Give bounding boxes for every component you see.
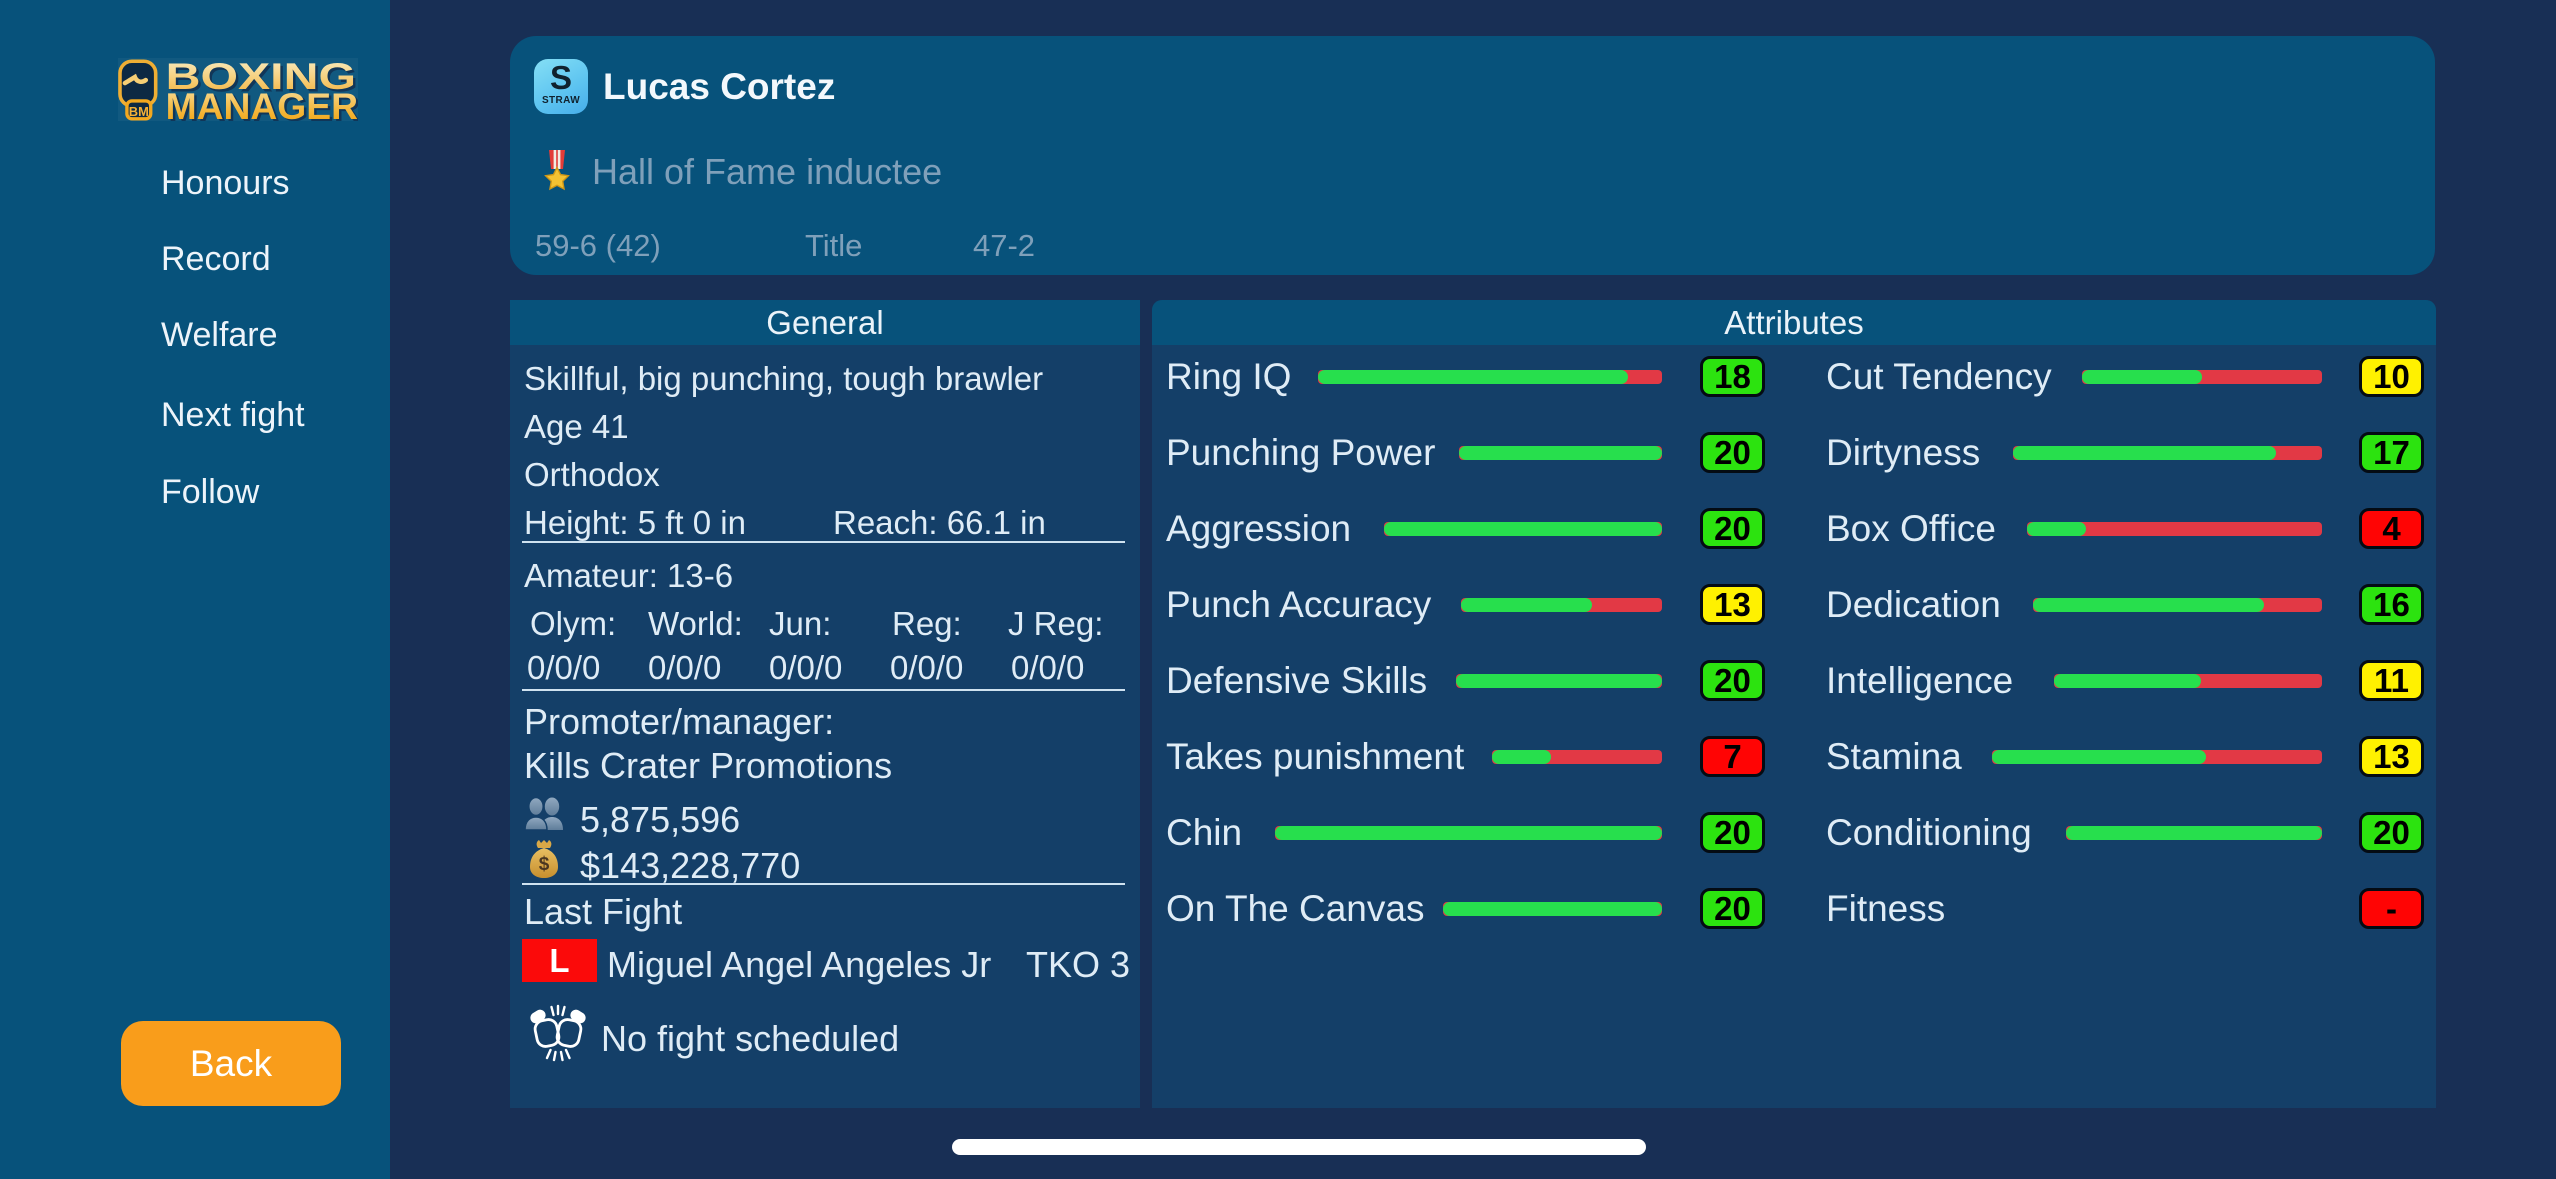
svg-text:BOXING: BOXING [168, 59, 358, 99]
svg-text:BOXING: BOXING [166, 59, 356, 97]
svg-text:$: $ [539, 854, 550, 875]
svg-text:BM: BM [129, 103, 149, 118]
svg-text:MANAGER: MANAGER [166, 85, 358, 120]
svg-text:MANAGER: MANAGER [168, 88, 358, 121]
